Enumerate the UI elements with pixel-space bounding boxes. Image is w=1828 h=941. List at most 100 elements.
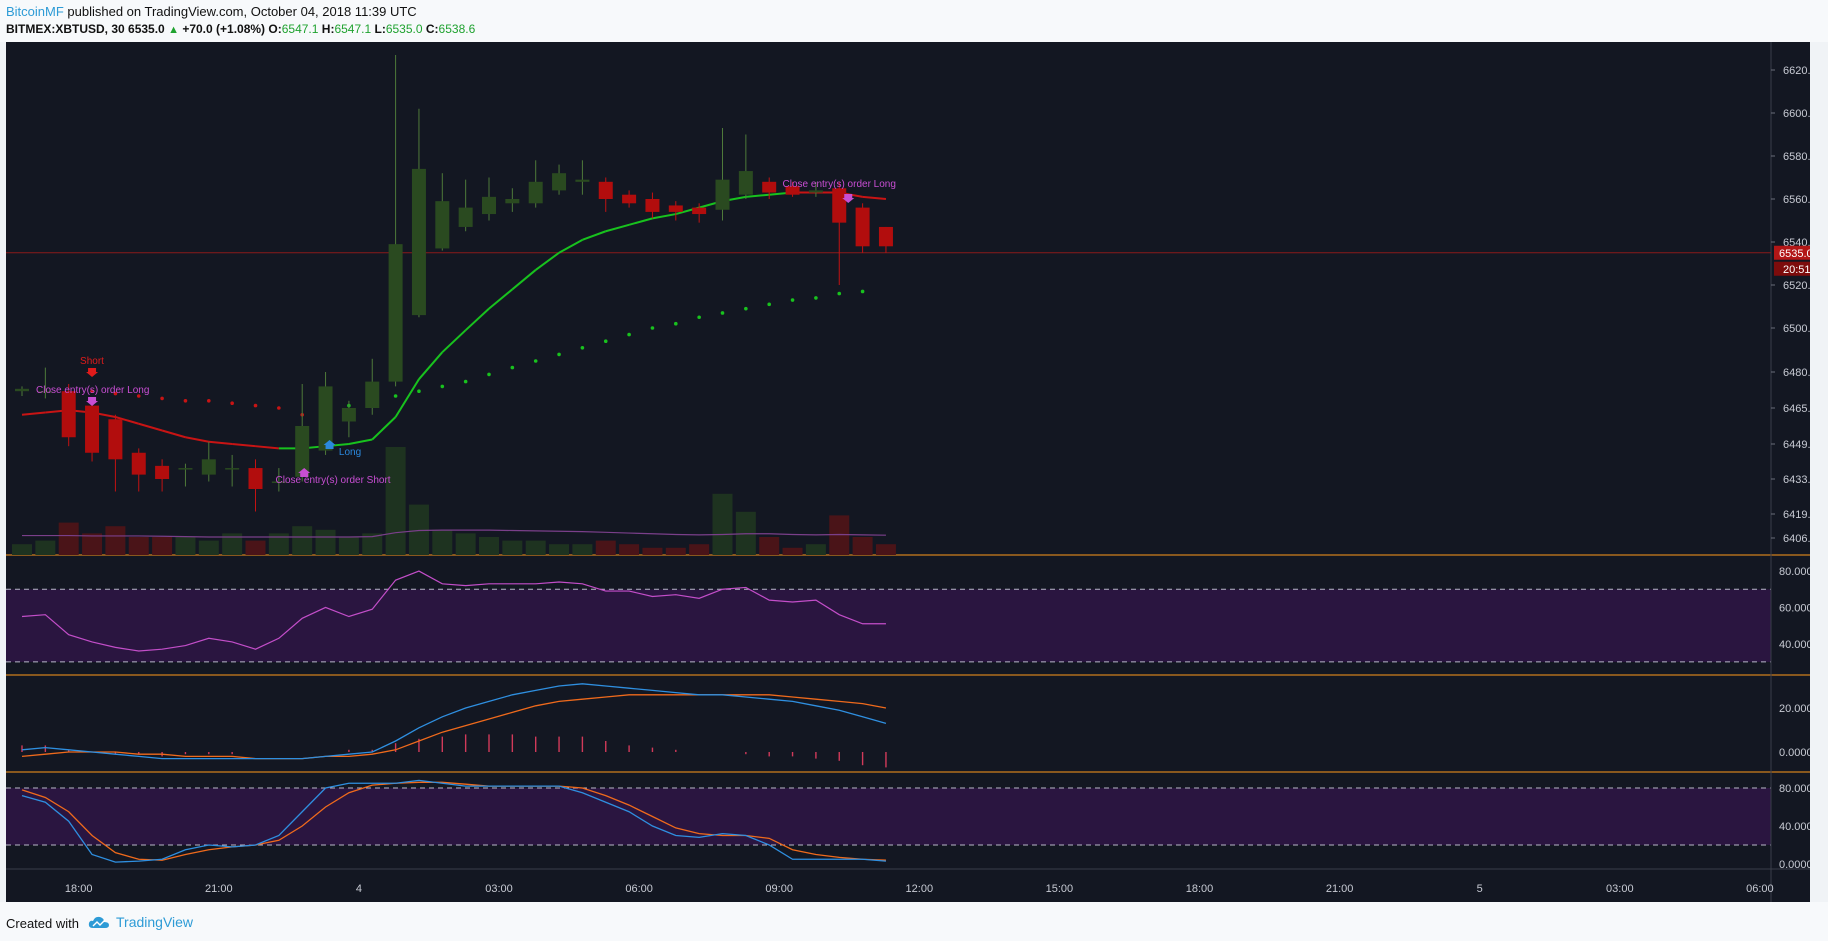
sar-dot (744, 306, 748, 311)
volume-bar (525, 540, 546, 555)
ema-segment (138, 422, 163, 432)
volume-bar (128, 537, 149, 555)
candle-body (878, 226, 893, 247)
volume-bar (35, 540, 56, 555)
countdown-badge (1774, 261, 1810, 276)
annotation-close-long-label: Close entry(s) order Long (36, 385, 149, 396)
volume-bar (245, 540, 266, 555)
macd-tick-label: 20.0000 (1779, 703, 1810, 715)
annotation-close-long-2-label: Close entry(s) order Long (783, 179, 896, 190)
indicator-panels (21, 570, 887, 863)
volume-bar (408, 504, 429, 555)
tradingview-brand-link[interactable]: TradingView (88, 914, 193, 930)
current-price-label: 6535.0 (1779, 248, 1810, 260)
rsi-tick-label: 80.0000 (1779, 566, 1810, 578)
ema-segment (441, 329, 467, 353)
time-tick-label: 21:00 (1326, 883, 1354, 895)
volume-bar (338, 537, 359, 555)
current-price-badge (1774, 245, 1810, 260)
ema-segment (558, 238, 583, 254)
candle-body (832, 188, 847, 223)
close-value: 6538.6 (438, 22, 476, 36)
volume-bar (549, 544, 570, 555)
sar-dot (557, 352, 561, 357)
volume-bar (82, 533, 103, 555)
sar-dot (697, 315, 701, 320)
price-tick-label: 6449.0 (1783, 439, 1810, 451)
volume-bars (12, 447, 896, 555)
chart-svg[interactable]: 6620.06600.06580.06560.06540.06520.06500… (6, 42, 1810, 902)
candle-body (645, 199, 660, 212)
candle-body (178, 468, 193, 470)
candle-body (458, 207, 473, 227)
volume-bar (689, 544, 710, 555)
volume-bar (479, 537, 499, 555)
candle-body (598, 181, 613, 199)
ema-segment (371, 416, 397, 441)
candle-body (108, 419, 123, 460)
volume-bar (432, 529, 453, 555)
macd-tick-label: 0.0000 (1779, 747, 1810, 759)
time-tick-label: 18:00 (1186, 883, 1214, 895)
macd-line (21, 683, 887, 760)
candle-body (155, 465, 170, 479)
sar-dot (533, 359, 538, 363)
high-label: H: (321, 22, 335, 36)
ema-segment (605, 223, 630, 233)
ema-segment (255, 445, 279, 450)
sar-dot (720, 311, 725, 315)
volume-bar (105, 526, 126, 555)
sar-dot (230, 401, 234, 406)
candle-body (365, 381, 380, 408)
tradingview-brand-text: TradingView (116, 914, 194, 930)
ema-segment (862, 195, 887, 200)
candle-body (271, 481, 286, 483)
candle-body (131, 452, 146, 475)
candle-body (808, 190, 823, 193)
author-link[interactable]: BitcoinMF (6, 4, 64, 19)
volume-ma-line (22, 529, 886, 538)
chart-canvas[interactable]: 6620.06600.06580.06560.06540.06520.06500… (6, 42, 1810, 902)
cloud-logo-icon (88, 916, 109, 928)
panel-backgrounds (6, 42, 1810, 902)
long-arrow-icon (323, 440, 336, 449)
volume-bar (875, 544, 896, 555)
candle-body (552, 173, 567, 191)
ema-segment (161, 429, 186, 439)
candle-body (225, 468, 240, 470)
price-tick-label: 6465.0 (1783, 403, 1810, 415)
time-tick-label: 15:00 (1046, 883, 1074, 895)
close-label: C: (425, 22, 439, 36)
time-tick-label: 5 (1477, 883, 1483, 895)
candle-body (435, 201, 450, 249)
sar-dot (253, 403, 258, 408)
change-value: +70.0 (+1.08%) (182, 22, 266, 36)
ema-segment (628, 217, 653, 226)
volume-bar (665, 547, 686, 555)
trade-annotations: Short Close entry(s) order Long Close entr… (36, 179, 896, 486)
volume-bar (829, 515, 850, 555)
volume-bar (572, 544, 593, 555)
price-tick-label: 6580.0 (1783, 151, 1810, 163)
volume-bar (152, 537, 173, 555)
rsi-tick-label: 60.0000 (1779, 602, 1810, 614)
volume-bar (642, 547, 663, 555)
volume-bar (759, 537, 780, 555)
time-tick-label: 21:00 (205, 883, 233, 895)
volume-bar (595, 540, 616, 555)
annotation-long-label: Long (339, 447, 361, 458)
chart-header: BitcoinMF published on TradingView.com, … (0, 0, 1828, 42)
candle-body (528, 181, 543, 204)
candle-body (715, 179, 730, 210)
price-tick-label: 6433.0 (1783, 474, 1810, 486)
sar-dot (417, 389, 421, 394)
sar-dot (90, 389, 94, 394)
sar-dot (136, 394, 141, 398)
sar-dot (487, 372, 491, 377)
sar-dot (580, 346, 585, 350)
price-tick-label: 6419.0 (1783, 509, 1810, 521)
candle-body (341, 408, 356, 422)
ema-segment (511, 269, 537, 291)
countdown-label: 20:51 (1783, 264, 1810, 276)
time-tick-label: 4 (356, 883, 362, 895)
